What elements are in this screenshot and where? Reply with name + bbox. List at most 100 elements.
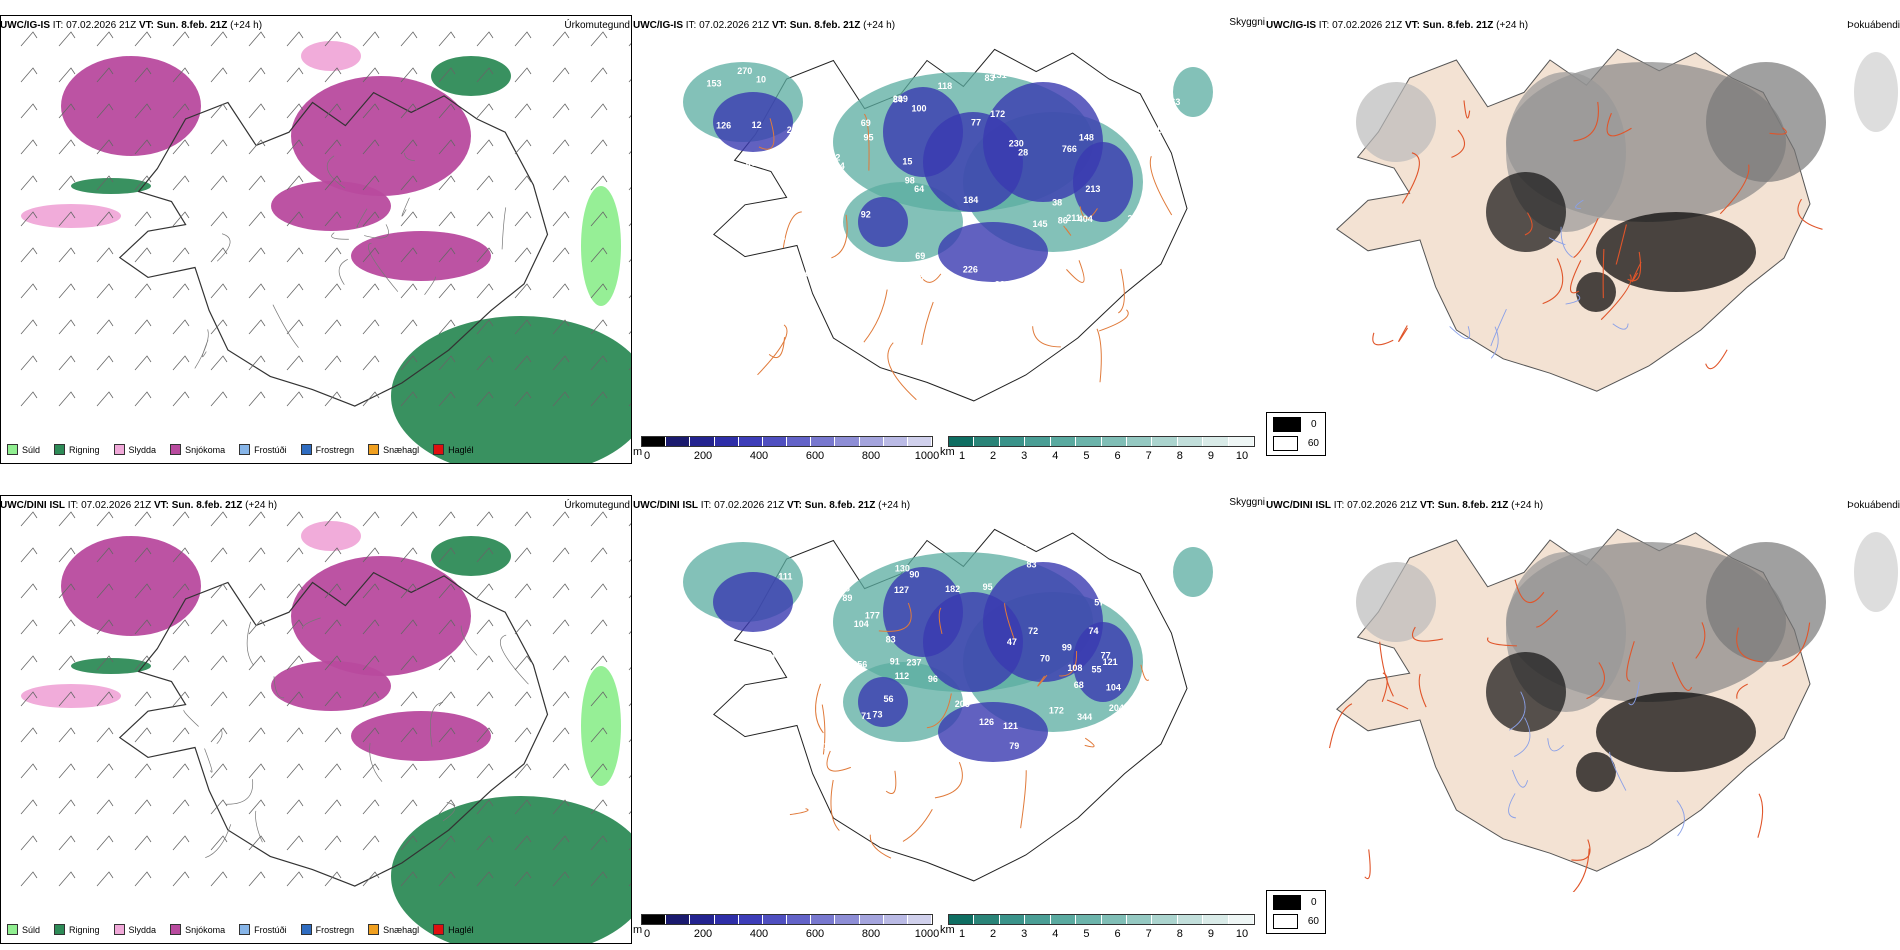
wind-barb [514,175,532,191]
wind-barb [552,691,570,707]
wind-barb [400,547,418,563]
wind-barb [248,139,266,155]
wind-barb [248,355,266,371]
wind-barb [400,619,418,635]
ceiling-value-label: 205 [955,699,970,709]
cloud-map[interactable]: 256 205 104 344 111 40 200 85 95 91 56 73 100 47 55 82 6… [633,512,1265,912]
wind-barb [590,175,608,191]
wind-barb [172,139,190,155]
road-line [1037,674,1048,687]
road-line [226,779,254,805]
precip-map-svg [20,31,631,463]
wind-barb [58,31,76,47]
road-line [758,118,775,150]
ceiling-value-label: 126 [716,120,731,130]
cloud-panel-1: UWC/IG-IS IT: 07.02.2026 21Z VT: Sun. 8.… [633,14,1265,474]
road-line [1084,737,1095,748]
colorbar-segment [1050,437,1077,446]
ceiling-value-label: 121 [1063,260,1078,270]
precip-map[interactable]: Súld Rigning Slydda Snjókoma Frostúði Frostre… [0,495,632,944]
precip-area [301,41,361,71]
road-line [768,337,786,359]
ceiling-value-label: 73 [726,714,736,724]
ceiling-value-label: 73 [873,709,883,719]
shade-map[interactable] [1266,512,1900,892]
precip-panel-2: UWC/DINI ISL IT: 07.02.2026 21Z VT: Sun.… [0,494,632,944]
ceiling-value-label: 163 [1165,97,1180,107]
ceiling-value-label: 145 [1033,219,1048,229]
bw-legend-white: 60 [1273,436,1319,451]
wind-barb [210,355,228,371]
wind-barb [286,175,304,191]
ceiling-value-label: 91 [890,657,900,667]
wind-barb [514,355,532,371]
wind-barb [438,391,456,407]
wind-barb [134,763,152,779]
colorbar-tick-label: 0 [643,450,651,462]
it-value: 07.02.2026 21Z [1332,20,1403,31]
wind-barb [476,31,494,47]
panel-header: UWC/DINI ISL IT: 07.02.2026 21Z VT: Sun.… [0,500,277,512]
wind-barb [248,31,266,47]
fog-area [1706,542,1826,662]
wind-barb [134,583,152,599]
colorbar-segment [1152,437,1178,446]
legend-item: Frostregn [300,924,354,935]
colorbar-tick-label: 200 [693,928,713,940]
road-line [831,214,848,259]
shade-map-svg [1329,528,1898,892]
river-line [1449,326,1471,340]
wind-barb [438,247,456,263]
road-line [1606,112,1632,137]
wind-barb [476,67,494,83]
colorbar-segment [787,915,812,924]
wind-barb [590,799,608,815]
wind-barb [134,871,152,887]
bw-white-label: 60 [1307,438,1319,449]
wind-barb [514,799,532,815]
wind-barb [134,619,152,635]
colorbar-segment [1050,915,1077,924]
wind-barb [96,583,114,599]
wind-barb [134,511,152,527]
shade-map[interactable] [1266,32,1900,412]
ceiling-value-label: 52 [724,683,734,693]
ceiling-value-label: 404 [1078,214,1093,224]
legend-label: Súld [22,924,41,935]
wind-barb [134,175,152,191]
wind-barb [400,211,418,227]
ceiling-value-label: 344 [1077,712,1092,722]
cloud-map[interactable]: 325 230 160 10 503 366 83 299 126 38 121 401 68 77 145… [633,32,1265,432]
panel-header: UWC/DINI ISL IT: 07.02.2026 21Z VT: Sun.… [1266,500,1543,512]
wind-barb [286,31,304,47]
wind-barb [286,547,304,563]
legend-label: Frostregn [315,444,355,455]
ceiling-value-label: 79 [771,670,781,680]
wind-barb [476,583,494,599]
wind-barb [362,583,380,599]
wind-barb [552,511,570,527]
ceiling-value-label: 79 [1009,741,1019,751]
precip-map[interactable]: Súld Rigning Slydda Snjókoma Frostúði Frostre… [0,15,632,464]
colorbar-tick-label: 3 [1021,928,1028,940]
bw-black-label: 0 [1311,897,1317,908]
wind-barb [476,391,494,407]
wind-barb [96,691,114,707]
wind-barb [438,283,456,299]
precip-area [391,796,631,943]
wind-barb [514,835,532,851]
colorbar-segment [999,437,1026,446]
wind-barb [514,763,532,779]
wind-barb [514,283,532,299]
wind-barb [286,799,304,815]
wind-barb [438,871,456,887]
wind-barb [438,139,456,155]
it-label: IT: [685,20,697,31]
ceiling-value-label: 99 [1062,642,1072,652]
wind-barb [324,67,342,83]
wind-barb [210,547,228,563]
road-line [194,329,209,369]
panel-header: UWC/IG-IS IT: 07.02.2026 21Z VT: Sun. 8.… [1266,20,1528,32]
ceiling-value-label: 112 [895,671,910,681]
colorbar-segment [883,915,908,924]
